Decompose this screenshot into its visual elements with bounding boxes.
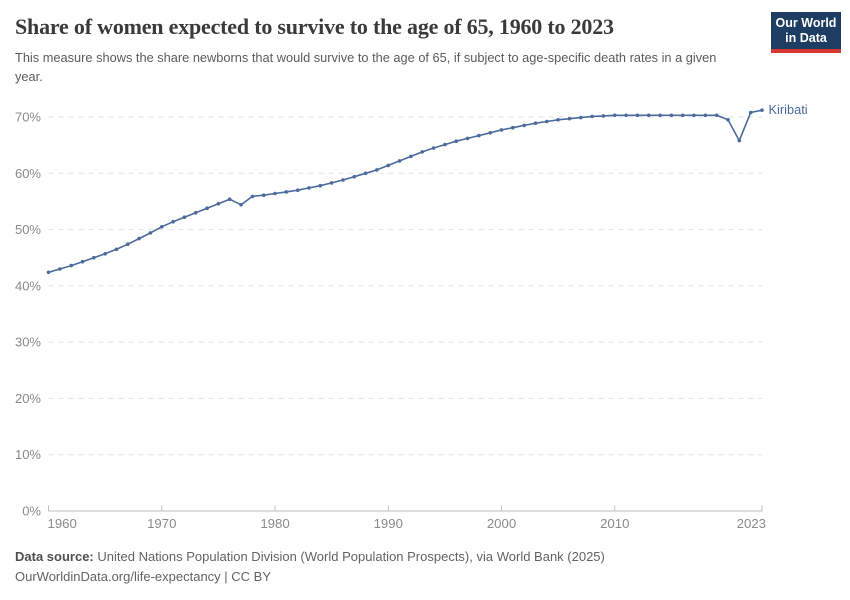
data-point-1968 (137, 236, 141, 241)
data-point-1985 (329, 181, 334, 185)
data-point-1995 (443, 142, 447, 147)
y-tick-label-60: 60% (15, 166, 41, 181)
data-point-1960 (46, 270, 51, 275)
x-tick-label-2010: 2010 (600, 516, 629, 531)
data-point-1984 (318, 183, 323, 188)
data-point-2008 (590, 114, 594, 119)
data-point-1986 (341, 178, 345, 182)
data-point-1979 (261, 193, 266, 197)
series-line-kiribati[interactable] (47, 109, 763, 274)
license-line: OurWorldinData.org/life-expectancy | CC … (15, 568, 272, 584)
data-point-2001 (511, 125, 515, 130)
data-point-2020 (726, 118, 730, 122)
data-point-1991 (397, 159, 402, 163)
x-tick-label-1990: 1990 (374, 516, 403, 531)
data-point-2013 (646, 113, 651, 118)
y-tick-label-70: 70% (15, 110, 41, 125)
data-point-1994 (431, 146, 436, 150)
data-point-2006 (567, 116, 572, 121)
data-point-2012 (635, 113, 640, 118)
owid-logo-line2: in Data (785, 30, 827, 45)
data-point-2010 (613, 113, 617, 118)
data-point-1999 (488, 131, 493, 135)
data-point-1983 (307, 186, 311, 190)
data-point-1997 (465, 136, 470, 141)
data-point-2022 (748, 110, 753, 115)
entity-label[interactable]: Kiribati (769, 102, 808, 117)
data-point-1962 (69, 263, 73, 268)
data-point-2018 (703, 113, 708, 118)
data-point-1974 (205, 206, 209, 210)
data-source-label: Data source: (15, 549, 94, 564)
y-tick-label-40: 40% (15, 278, 41, 293)
data-point-1964 (92, 255, 96, 260)
data-point-2021 (737, 138, 742, 143)
data-point-1971 (171, 219, 175, 224)
chart-footer: Data source: United Nations Population D… (15, 547, 605, 586)
data-point-1993 (420, 150, 425, 154)
data-point-1981 (284, 190, 289, 194)
data-source-text: United Nations Population Division (Worl… (97, 549, 605, 564)
data-source-line: Data source: United Nations Population D… (15, 547, 605, 567)
x-tick-label-1970: 1970 (147, 516, 176, 531)
data-point-1980 (273, 191, 277, 196)
data-point-2023 (760, 108, 764, 112)
data-point-1976 (227, 197, 232, 201)
data-point-1975 (216, 201, 221, 206)
data-point-1963 (80, 259, 85, 264)
data-point-1982 (295, 188, 300, 192)
data-point-1990 (386, 163, 391, 168)
x-tick-label-2000: 2000 (487, 516, 516, 531)
data-point-2015 (669, 113, 674, 118)
data-point-1996 (454, 139, 459, 143)
data-point-1967 (126, 242, 130, 246)
x-tick-label-1960: 1960 (48, 516, 77, 531)
owid-logo-line1: Our World (775, 16, 837, 30)
data-point-1992 (409, 154, 413, 159)
x-tick-label-1980: 1980 (260, 516, 289, 531)
data-point-1966 (114, 247, 119, 252)
data-point-2007 (579, 115, 583, 120)
data-point-1973 (193, 210, 198, 215)
data-point-1989 (375, 168, 379, 172)
data-point-1969 (148, 231, 153, 235)
data-point-2017 (692, 113, 696, 118)
y-tick-label-10: 10% (15, 447, 41, 462)
data-point-2000 (499, 128, 504, 132)
data-point-2005 (556, 118, 560, 122)
y-tick-label-20: 20% (15, 391, 41, 406)
data-point-1978 (250, 194, 255, 199)
data-point-1977 (239, 203, 243, 207)
data-point-2014 (658, 113, 662, 118)
data-point-1961 (58, 267, 62, 271)
data-point-1988 (363, 171, 368, 176)
y-tick-label-30: 30% (15, 335, 41, 350)
y-tick-label-0: 0% (22, 504, 41, 519)
data-point-2016 (680, 113, 685, 118)
y-tick-label-50: 50% (15, 222, 41, 237)
data-point-2011 (624, 113, 628, 118)
chart-header: Share of women expected to survive to th… (15, 14, 835, 86)
chart-subtitle: This measure shows the share newborns th… (15, 50, 717, 84)
owid-logo[interactable]: Our World in Data (771, 12, 841, 53)
chart-title: Share of women expected to survive to th… (15, 14, 614, 39)
data-point-2004 (545, 119, 549, 124)
data-point-2002 (522, 123, 526, 128)
data-point-1998 (477, 133, 481, 138)
data-point-1965 (103, 252, 107, 256)
data-point-1970 (160, 225, 164, 229)
data-point-2009 (601, 114, 606, 118)
data-point-1987 (352, 174, 357, 179)
data-point-1972 (182, 215, 187, 219)
data-point-2019 (714, 113, 719, 118)
data-point-2003 (533, 121, 538, 125)
x-tick-label-2023: 2023 (737, 516, 766, 531)
